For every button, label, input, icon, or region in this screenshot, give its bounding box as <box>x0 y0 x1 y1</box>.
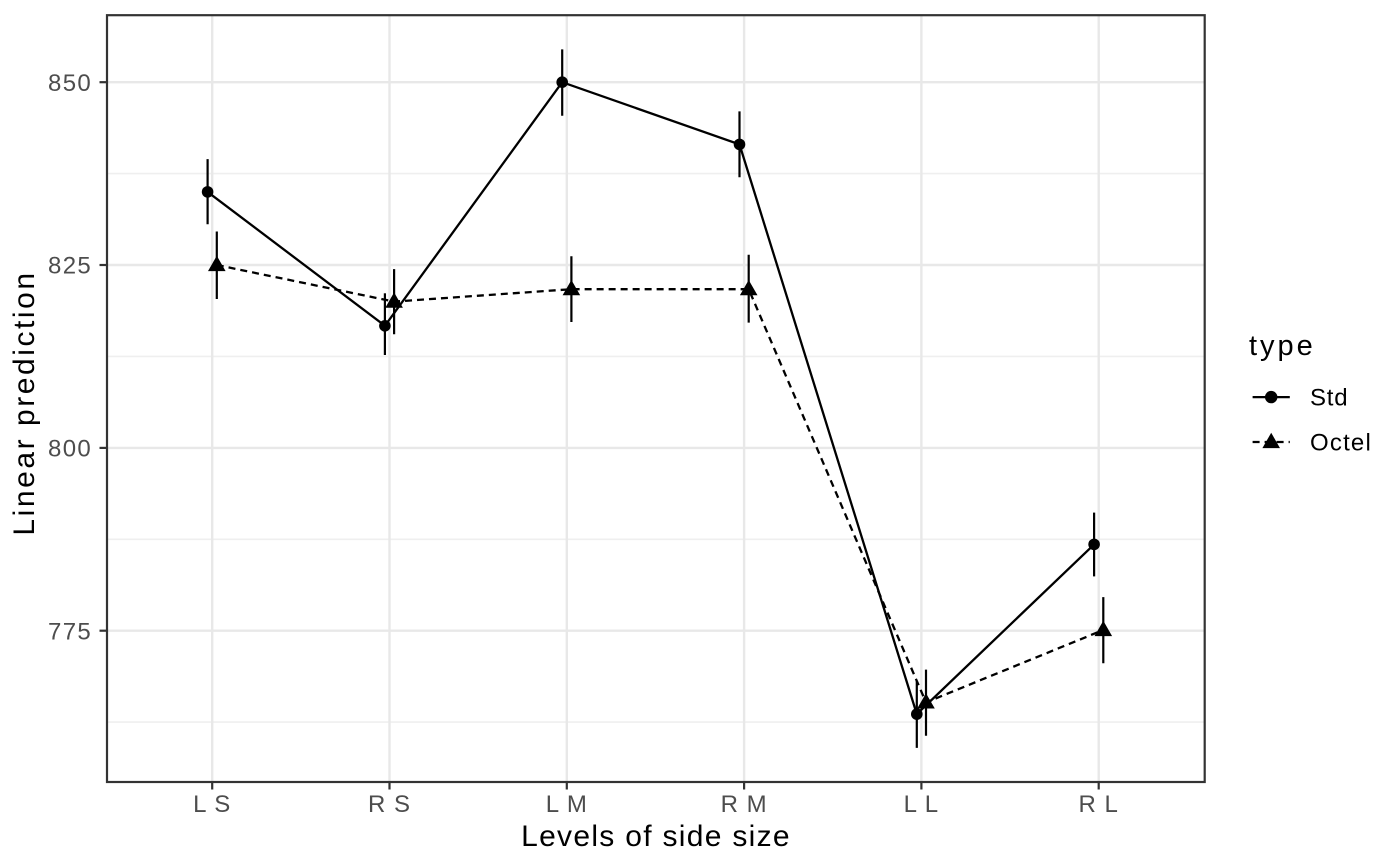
svg-text:Linear prediction: Linear prediction <box>8 270 41 535</box>
svg-text:type: type <box>1249 330 1316 362</box>
svg-text:775: 775 <box>48 618 92 645</box>
svg-text:R M: R M <box>721 791 768 818</box>
svg-text:850: 850 <box>48 70 92 97</box>
svg-text:Octel: Octel <box>1310 430 1372 457</box>
svg-text:R L: R L <box>1079 791 1119 818</box>
svg-text:L M: L M <box>546 791 588 818</box>
svg-text:L L: L L <box>904 791 939 818</box>
svg-text:L S: L S <box>193 791 231 818</box>
svg-text:Std: Std <box>1310 385 1348 412</box>
svg-text:800: 800 <box>48 436 92 463</box>
svg-text:Levels of side size: Levels of side size <box>521 820 791 853</box>
svg-text:R S: R S <box>368 791 411 818</box>
svg-text:825: 825 <box>48 253 92 280</box>
